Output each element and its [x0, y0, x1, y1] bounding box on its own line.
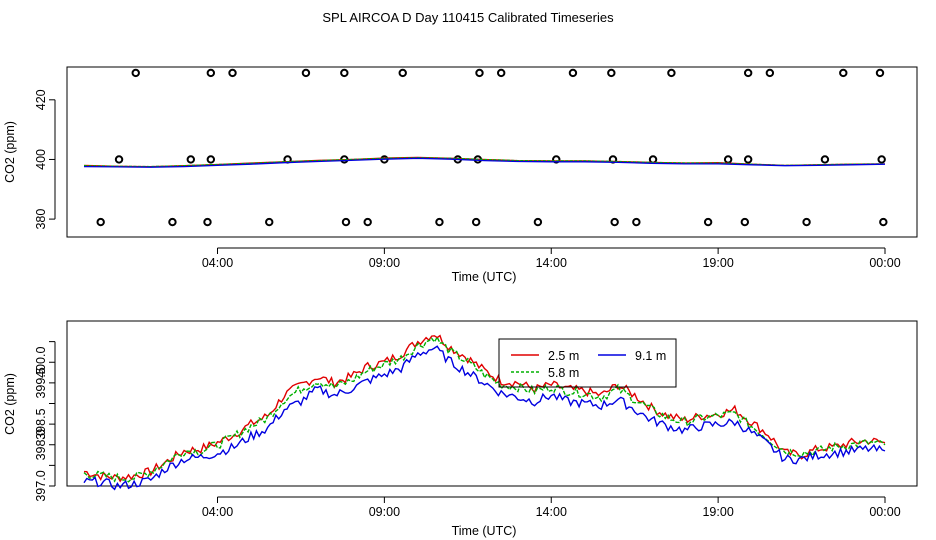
cal-point-reference-mid [206, 155, 216, 164]
bottom-y-tick-label: 398.5 [34, 408, 48, 439]
cal-point-reference-low [533, 217, 543, 227]
legend: 2.5 m 9.1 m 5.8 m [498, 338, 677, 388]
cal-point-reference-high [398, 68, 407, 78]
figure-title: SPL AIRCOA D Day 110415 Calibrated Times… [322, 10, 614, 25]
bottom-series-group [83, 334, 886, 491]
cal-point-reference-high [496, 68, 506, 78]
cal-point-reference-mid [723, 155, 733, 164]
bottom-x-tick-label: 04:00 [202, 505, 233, 519]
cal-point-reference-high [839, 68, 848, 78]
bottom-x-tick-label: 09:00 [369, 505, 400, 519]
cal-point-reference-high [228, 68, 237, 78]
top-y-axis-label: CO2 (ppm) [3, 121, 17, 183]
cal-point-reference-low [610, 217, 619, 227]
legend-label-5-8m: 5.8 m [548, 366, 579, 380]
cal-point-reference-high [765, 68, 775, 78]
bottom-series-9-1-m [83, 345, 886, 491]
cal-point-reference-high [131, 68, 140, 78]
cal-point-reference-high [875, 68, 885, 78]
bottom-series-2-5-m [83, 334, 886, 483]
cal-point-reference-high [607, 68, 616, 78]
bottom-series-5-8-m [83, 335, 886, 483]
top-panel-cal-points: 04:00 09:00 14:00 19:00 00:00 380 400 420 Time… [3, 66, 918, 284]
bottom-x-tick-label: 14:00 [536, 505, 567, 519]
legend-label-9-1m: 9.1 m [635, 349, 666, 363]
top-x-tick-label: 04:00 [202, 256, 233, 270]
bottom-x-tick-label: 19:00 [702, 505, 733, 519]
bottom-plot-frame [66, 320, 918, 487]
bottom-y-tick-label: 400.0 [34, 347, 48, 378]
cal-point-reference-high [667, 68, 676, 78]
bottom-x-axis: 04:00 09:00 14:00 19:00 00:00 [202, 496, 901, 519]
cal-point-reference-low [203, 217, 212, 227]
top-x-axis: 04:00 09:00 14:00 19:00 00:00 [202, 247, 901, 270]
cal-point-reference-low [632, 217, 641, 227]
cal-point-reference-high [340, 68, 349, 78]
bottom-y-axis-label: CO2 (ppm) [3, 373, 17, 435]
top-plot-frame [66, 66, 918, 238]
cal-point-reference-low [740, 217, 750, 227]
bottom-x-tick-label: 00:00 [869, 505, 900, 519]
top-y-axis: 380 400 420 [34, 89, 56, 230]
top-y-tick-label: 380 [34, 209, 48, 230]
bottom-y-tick-label: 398.0 [34, 429, 48, 460]
cal-point-reference-high [206, 68, 216, 78]
cal-point-reference-mid [877, 155, 886, 164]
cal-point-reference-high [475, 68, 484, 78]
top-x-tick-label: 00:00 [869, 256, 900, 270]
cal-point-reference-low [96, 217, 105, 227]
cal-point-reference-high [743, 68, 753, 78]
cal-point-reference-mid [552, 155, 561, 164]
bottom-x-axis-label: Time (UTC) [452, 524, 517, 538]
cal-point-reference-mid [743, 155, 753, 164]
top-series-group [83, 68, 888, 227]
top-series-9-1-m [83, 157, 886, 168]
cal-point-reference-low [703, 217, 713, 227]
legend-box [498, 338, 677, 388]
top-y-tick-label: 420 [34, 89, 48, 110]
cal-point-reference-low [435, 217, 444, 227]
top-x-tick-label: 19:00 [702, 256, 733, 270]
cal-point-reference-mid [114, 155, 124, 164]
cal-point-reference-mid [186, 155, 196, 164]
cal-point-reference-low [265, 217, 274, 227]
cal-point-reference-low [879, 217, 888, 227]
legend-label-2-5m: 2.5 m [548, 349, 579, 363]
cal-point-reference-low [168, 217, 177, 227]
top-y-tick-label: 400 [34, 149, 48, 170]
cal-point-reference-low [471, 217, 481, 227]
bottom-y-tick-label: 399.5 [34, 367, 48, 398]
bottom-panel-timeseries: 04:00 09:00 14:00 19:00 00:00 397.0 398.0398.… [3, 320, 918, 538]
cal-point-reference-mid [820, 155, 830, 164]
top-x-axis-label: Time (UTC) [452, 270, 517, 284]
cal-point-reference-high [301, 68, 311, 78]
top-x-tick-label: 09:00 [369, 256, 400, 270]
cal-point-reference-low [341, 217, 351, 227]
bottom-y-tick-label: 397.0 [34, 470, 48, 501]
cal-point-reference-low [363, 217, 372, 227]
top-x-tick-label: 14:00 [536, 256, 567, 270]
cal-point-reference-mid [648, 155, 658, 164]
cal-point-reference-low [802, 217, 811, 227]
cal-point-reference-high [568, 68, 578, 78]
